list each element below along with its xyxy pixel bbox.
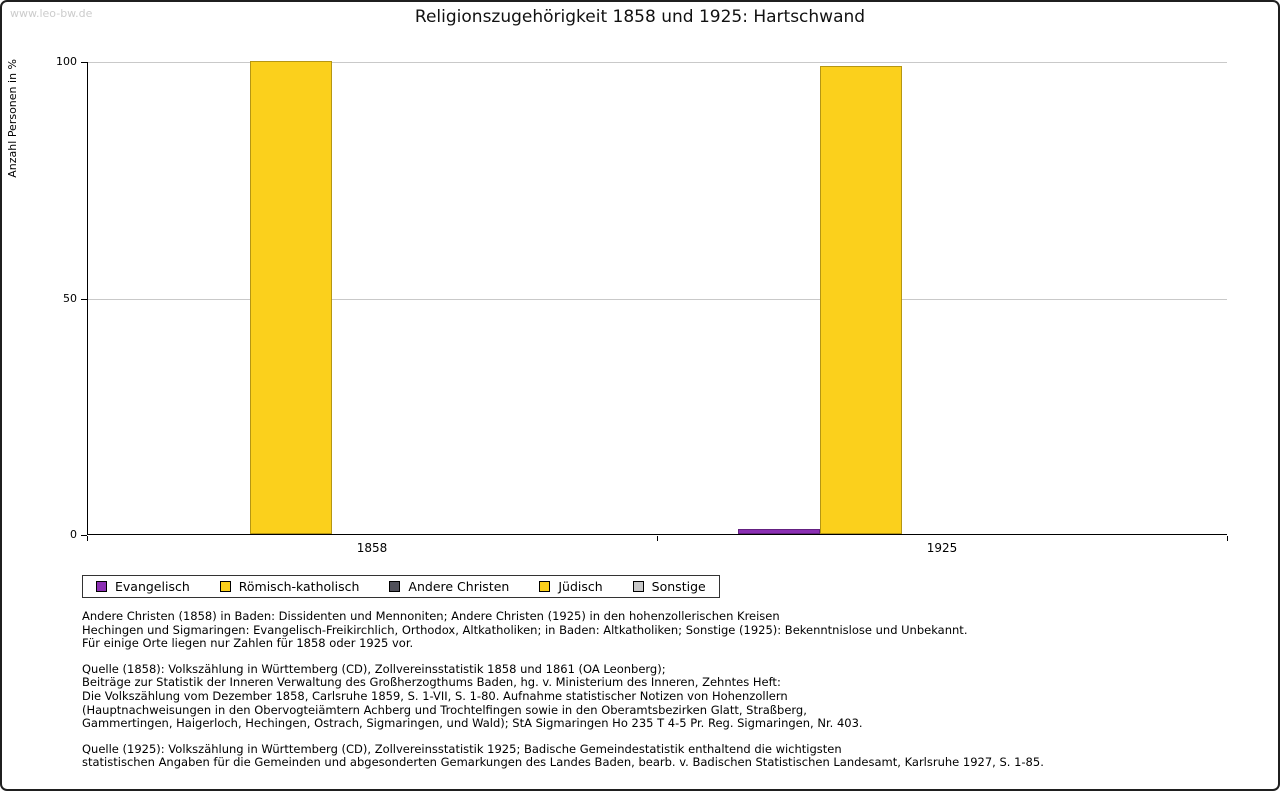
y-axis-tick-label-0: 0: [70, 528, 77, 541]
gridline-100: [88, 62, 1227, 63]
x-axis-tick: [87, 536, 88, 541]
legend-swatch-evangelisch: [96, 581, 107, 592]
y-axis-tick-label-50: 50: [63, 291, 77, 305]
y-axis-tick-label-100: 100: [56, 55, 77, 68]
legend-label-sonstige: Sonstige: [651, 579, 706, 594]
note-source-1925: Quelle (1925): Volkszählung in Württembe…: [82, 741, 1044, 770]
y-axis-tick-0: [81, 535, 87, 536]
chart-title: Religionszugehörigkeit 1858 und 1925: Ha…: [414, 7, 866, 27]
legend: Evangelisch Römisch-katholisch Andere Chri…: [82, 575, 720, 598]
note-definitions: Andere Christen (1858) in Baden: Disside…: [82, 609, 968, 651]
note-source-1858: Quelle (1858): Volkszählung in Württembe…: [82, 661, 863, 731]
bar-1858-r-misch-katholisch: [250, 61, 332, 534]
y-axis-tick-100: [81, 62, 87, 63]
legend-label-r-misch-katholisch: Römisch-katholisch: [238, 579, 360, 594]
x-axis-tick: [1227, 536, 1228, 541]
y-axis-title: Anzahl Personen in %: [6, 59, 19, 178]
legend-swatch-andere-christen: [389, 581, 401, 592]
legend-swatch-sonstige: [632, 581, 644, 592]
bar-1925-r-misch-katholisch: [820, 65, 902, 534]
legend-item-andere-christen: Andere Christen: [389, 579, 509, 594]
legend-item-j-disch: Jüdisch: [539, 579, 603, 594]
legend-label-evangelisch: Evangelisch: [115, 579, 190, 594]
notes: Andere Christen (1858) in Baden: Disside…: [82, 609, 1248, 782]
watermark: www.leo-bw.de: [10, 7, 93, 20]
plot-area: [87, 61, 1227, 535]
legend-item-sonstige: Sonstige: [632, 579, 706, 594]
bar-1925-evangelisch: [738, 529, 820, 534]
x-axis-tick-label-1858: 1858: [356, 541, 388, 555]
legend-label-andere-christen: Andere Christen: [408, 579, 510, 594]
y-axis-tick-50: [81, 298, 87, 300]
gridline-50: [88, 298, 1227, 300]
legend-label-j-disch: Jüdisch: [558, 579, 603, 594]
legend-swatch-r-misch-katholisch: [219, 581, 231, 592]
legend-swatch-j-disch: [539, 581, 551, 592]
x-axis-tick-label-1925: 1925: [926, 541, 958, 555]
legend-item-evangelisch: Evangelisch: [96, 579, 190, 594]
legend-item-r-misch-katholisch: Römisch-katholisch: [219, 579, 360, 594]
x-axis-tick: [657, 536, 658, 541]
